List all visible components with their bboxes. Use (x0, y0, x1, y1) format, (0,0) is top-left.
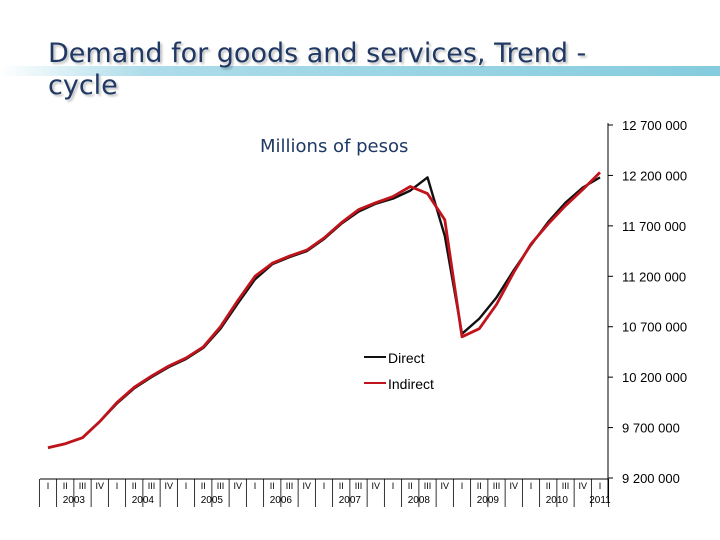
x-quarter-label: III (424, 481, 432, 491)
y-tick-label: 12 200 000 (622, 168, 687, 183)
x-quarter-label: IV (509, 481, 518, 491)
x-quarter-label: I (530, 481, 533, 491)
y-tick-label: 11 200 000 (622, 269, 686, 284)
x-quarter-label: III (493, 481, 501, 491)
x-quarter-label: III (148, 481, 156, 491)
y-axis-unit-label: Millions of pesos (260, 136, 408, 157)
x-quarter-label: I (116, 481, 119, 491)
x-quarter-label: III (217, 481, 225, 491)
x-year-label: 2003 (63, 495, 86, 506)
x-quarter-label: II (339, 481, 344, 491)
x-year-label: 2011 (589, 495, 611, 506)
x-year-label: 2009 (477, 495, 500, 506)
x-year-label: 2005 (201, 495, 224, 506)
series-line-indirect (47, 171, 601, 450)
x-year-label: 2004 (132, 495, 155, 506)
x-quarter-label: II (546, 481, 551, 491)
y-tick-label: 11 700 000 (622, 219, 686, 234)
title-underline (0, 66, 720, 76)
x-quarter-label: IV (233, 481, 242, 491)
y-tick-label: 10 700 000 (622, 320, 687, 335)
x-year-label: 2007 (339, 495, 362, 506)
x-quarter-label: IV (164, 481, 173, 491)
x-year-label: 2008 (408, 495, 431, 506)
x-quarter-label: I (461, 481, 464, 491)
x-axis-ticks: I II III IV I II III IV I II III IV I II III IV I II III IV… (38, 479, 611, 507)
x-quarter-label: I (185, 481, 188, 491)
axes-group (40, 123, 609, 499)
y-tick-label: 12 700 000 (622, 118, 687, 133)
x-quarter-label: I (323, 481, 326, 491)
slide-title: Demand for goods and services, Trend -cy… (48, 38, 587, 101)
x-quarter-label: I (599, 481, 602, 491)
x-quarter-label: IV (440, 481, 449, 491)
x-quarter-label: II (201, 481, 206, 491)
x-quarter-label: III (562, 481, 570, 491)
series-layer (47, 171, 601, 450)
x-quarter-label: I (392, 481, 395, 491)
x-quarter-label: IV (302, 481, 311, 491)
x-year-label: 2010 (546, 495, 569, 506)
y-tick-label: 9 700 000 (622, 421, 680, 436)
x-quarter-label: II (477, 481, 482, 491)
legend: Direct Indirect (364, 350, 434, 392)
y-tick-label: 10 200 000 (622, 370, 687, 385)
legend-label-direct: Direct (388, 350, 425, 366)
x-quarter-label: IV (95, 481, 104, 491)
series-line-direct (47, 176, 601, 449)
x-year-label: 2006 (270, 495, 293, 506)
x-quarter-label: II (408, 481, 413, 491)
x-quarter-label: III (355, 481, 363, 491)
x-quarter-label: II (63, 481, 68, 491)
y-axis-ticks: 9 200 000 9 700 000 10 200 000 10 700 000 11… (608, 118, 687, 486)
x-quarter-label: II (270, 481, 275, 491)
y-tick-label: 9 200 000 (622, 471, 680, 486)
x-quarter-label: I (47, 481, 50, 491)
x-quarter-label: IV (371, 481, 380, 491)
x-quarter-label: I (254, 481, 257, 491)
x-quarter-label: III (286, 481, 294, 491)
x-quarter-label: II (132, 481, 137, 491)
x-quarter-label: III (79, 481, 87, 491)
x-quarter-label: IV (578, 481, 587, 491)
legend-label-indirect: Indirect (388, 376, 434, 392)
